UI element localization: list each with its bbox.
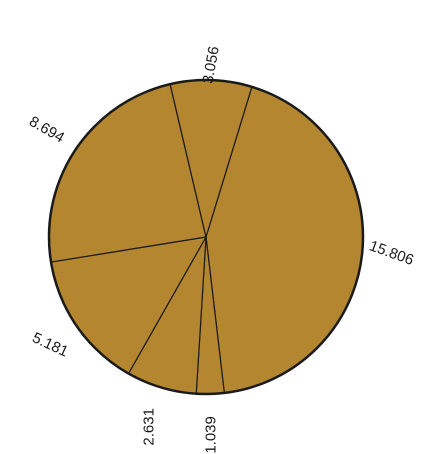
slice-label-1: 15.806: [367, 237, 416, 269]
slice-label-3: 2.631: [140, 408, 157, 446]
slice-label-6: 3.056: [200, 45, 223, 85]
slice-label-5: 8.694: [26, 113, 67, 146]
pie-slices: [48, 79, 364, 395]
slice-label-2: 1.039: [202, 416, 219, 454]
slice-label-4: 5.181: [30, 329, 71, 360]
pie-outline: [47, 78, 365, 396]
